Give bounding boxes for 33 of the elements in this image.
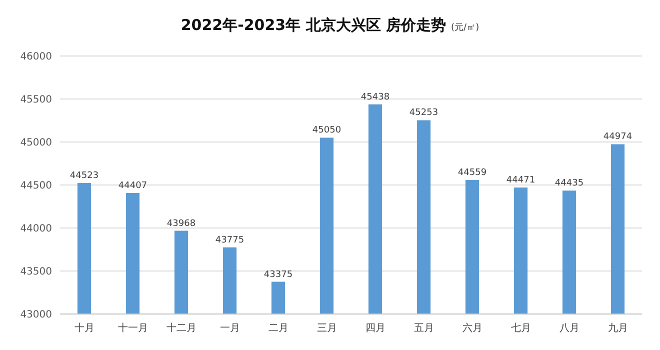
data-label: 43775 xyxy=(215,235,244,246)
y-tick-label: 45000 xyxy=(20,138,52,148)
x-tick-label: 二月 xyxy=(268,323,288,334)
x-tick-label: 十一月 xyxy=(118,322,148,334)
data-label: 44407 xyxy=(118,181,148,191)
data-label: 43375 xyxy=(264,270,293,280)
data-label: 44974 xyxy=(603,132,632,142)
x-tick-label: 八月 xyxy=(559,323,580,334)
data-label: 44471 xyxy=(506,175,536,186)
y-tick-label: 44500 xyxy=(20,180,52,192)
chart-subtitle: (元/㎡) xyxy=(451,22,480,33)
data-label: 45253 xyxy=(409,108,438,118)
y-tick-label: 43500 xyxy=(20,266,52,278)
y-tick-label: 44000 xyxy=(20,224,52,234)
x-tick-label: 十月 xyxy=(74,322,94,334)
chart-title: 2022年-2023年 北京大兴区 房价走势 xyxy=(180,16,446,34)
y-tick-label: 46000 xyxy=(20,52,52,62)
x-tick-label: 五月 xyxy=(414,323,434,334)
x-tick-label: 四月 xyxy=(365,323,386,334)
data-label: 45438 xyxy=(360,92,390,102)
data-label: 43968 xyxy=(166,218,196,229)
x-tick-label: 三月 xyxy=(316,323,337,334)
y-tick-label: 45500 xyxy=(20,94,52,106)
x-tick-label: 七月 xyxy=(510,322,531,334)
y-tick-label: 43000 xyxy=(20,310,52,320)
data-label: 44559 xyxy=(458,168,487,178)
x-tick-label: 一月 xyxy=(220,323,240,334)
x-tick-label: 九月 xyxy=(608,322,628,334)
data-label: 44523 xyxy=(70,171,99,182)
x-tick-label: 十二月 xyxy=(166,322,196,334)
x-tick-label: 六月 xyxy=(462,322,482,334)
data-label: 45050 xyxy=(312,126,342,136)
data-label: 44435 xyxy=(554,178,584,189)
